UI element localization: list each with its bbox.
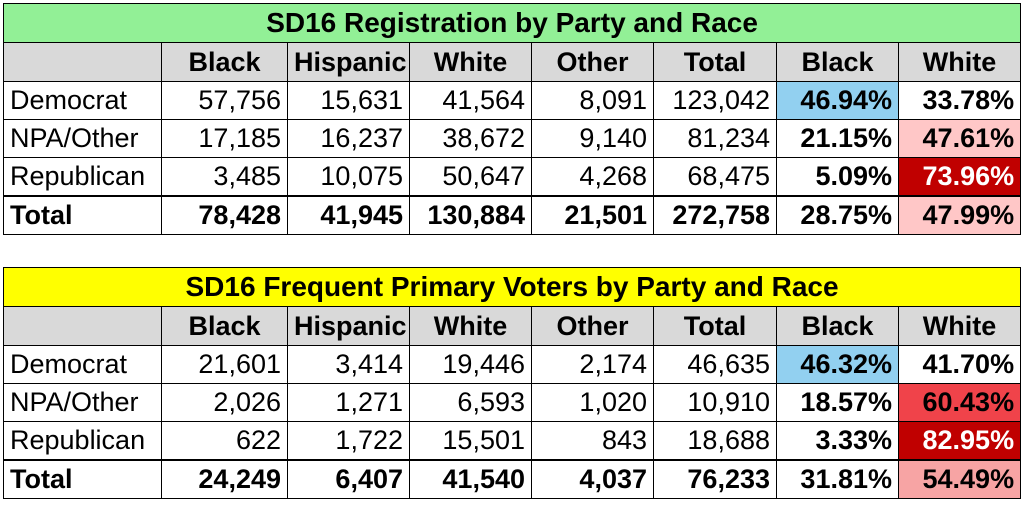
cell-black-pct: 46.32% xyxy=(776,345,899,384)
cell-total: 10,910 xyxy=(653,383,777,422)
row-label: Democrat xyxy=(3,345,162,384)
table-title-row: SD16 Registration by Party and Race xyxy=(2,3,1022,43)
cell-white: 50,647 xyxy=(409,157,532,197)
cell-white: 38,672 xyxy=(409,119,532,158)
cell-total: 123,042 xyxy=(653,81,777,120)
header-cell-total: Total xyxy=(653,306,777,346)
row-label: NPA/Other xyxy=(3,119,162,158)
row-label: Republican xyxy=(3,157,162,197)
cell-total: 68,475 xyxy=(653,157,777,197)
cell-white-pct: 47.61% xyxy=(897,119,1022,158)
cell-black: 3,485 xyxy=(161,157,288,197)
header-row: Black Hispanic White Other Total Black W… xyxy=(3,306,1022,346)
cell-other: 8,091 xyxy=(531,81,654,120)
header-row: Black Hispanic White Other Total Black W… xyxy=(3,42,1022,82)
cell-black-pct: 18.57% xyxy=(776,383,899,422)
header-cell-white-pct: White xyxy=(897,306,1022,346)
cell-hispanic: 16,237 xyxy=(287,119,410,158)
cell-white: 41,540 xyxy=(409,459,532,499)
header-cell-hispanic: Hispanic xyxy=(287,306,410,346)
cell-white-pct: 33.78% xyxy=(897,81,1022,120)
cell-other: 2,174 xyxy=(531,345,654,384)
row-label: Democrat xyxy=(3,81,162,120)
cell-total: 18,688 xyxy=(653,421,777,461)
cell-other: 4,268 xyxy=(531,157,654,197)
registration-table: SD16 Registration by Party and Race Blac… xyxy=(2,3,1022,235)
table-row: NPA/Other 2,026 1,271 6,593 1,020 10,910… xyxy=(3,383,1022,422)
header-cell-white-pct: White xyxy=(897,42,1022,82)
cell-white: 41,564 xyxy=(409,81,532,120)
cell-white-pct: 82.95% xyxy=(897,421,1022,461)
cell-black: 21,601 xyxy=(161,345,288,384)
cell-black-pct: 31.81% xyxy=(776,459,899,499)
cell-total: 76,233 xyxy=(653,459,777,499)
cell-black: 24,249 xyxy=(161,459,288,499)
row-label: Republican xyxy=(3,421,162,461)
cell-hispanic: 10,075 xyxy=(287,157,410,197)
table-title: SD16 Frequent Primary Voters by Party an… xyxy=(2,267,1022,307)
cell-other: 4,037 xyxy=(531,459,654,499)
cell-hispanic: 1,722 xyxy=(287,421,410,461)
header-cell-hispanic: Hispanic xyxy=(287,42,410,82)
cell-other: 1,020 xyxy=(531,383,654,422)
total-row: Total 24,249 6,407 41,540 4,037 76,233 3… xyxy=(3,459,1022,499)
table-title-row: SD16 Frequent Primary Voters by Party an… xyxy=(2,267,1022,307)
cell-black-pct: 21.15% xyxy=(776,119,899,158)
row-label: Total xyxy=(3,195,162,235)
cell-hispanic: 15,631 xyxy=(287,81,410,120)
cell-hispanic: 3,414 xyxy=(287,345,410,384)
header-cell-white: White xyxy=(409,42,532,82)
row-label: Total xyxy=(3,459,162,499)
frequent-primary-voters-table: SD16 Frequent Primary Voters by Party an… xyxy=(2,267,1022,499)
header-cell-white: White xyxy=(409,306,532,346)
cell-other: 843 xyxy=(531,421,654,461)
cell-black-pct: 46.94% xyxy=(776,81,899,120)
header-cell-other: Other xyxy=(531,42,654,82)
cell-white: 19,446 xyxy=(409,345,532,384)
header-cell-total: Total xyxy=(653,42,777,82)
cell-total: 81,234 xyxy=(653,119,777,158)
cell-black: 622 xyxy=(161,421,288,461)
cell-white-pct: 60.43% xyxy=(897,383,1022,422)
cell-hispanic: 1,271 xyxy=(287,383,410,422)
cell-black: 78,428 xyxy=(161,195,288,235)
cell-other: 21,501 xyxy=(531,195,654,235)
cell-white: 6,593 xyxy=(409,383,532,422)
cell-total: 46,635 xyxy=(653,345,777,384)
cell-white-pct: 54.49% xyxy=(897,459,1022,499)
header-cell-blank xyxy=(3,306,162,346)
table-row: NPA/Other 17,185 16,237 38,672 9,140 81,… xyxy=(3,119,1022,158)
cell-white: 15,501 xyxy=(409,421,532,461)
cell-black-pct: 28.75% xyxy=(776,195,899,235)
cell-white-pct: 41.70% xyxy=(897,345,1022,384)
cell-black-pct: 5.09% xyxy=(776,157,899,197)
cell-black: 57,756 xyxy=(161,81,288,120)
header-cell-black-pct: Black xyxy=(776,42,899,82)
cell-white-pct: 47.99% xyxy=(897,195,1022,235)
header-cell-blank xyxy=(3,42,162,82)
cell-other: 9,140 xyxy=(531,119,654,158)
cell-white-pct: 73.96% xyxy=(897,157,1022,197)
table-row: Republican 3,485 10,075 50,647 4,268 68,… xyxy=(3,157,1022,197)
table-title: SD16 Registration by Party and Race xyxy=(2,3,1022,43)
header-cell-black-pct: Black xyxy=(776,306,899,346)
cell-white: 130,884 xyxy=(409,195,532,235)
cell-black: 17,185 xyxy=(161,119,288,158)
header-cell-black: Black xyxy=(161,306,288,346)
cell-black: 2,026 xyxy=(161,383,288,422)
cell-hispanic: 6,407 xyxy=(287,459,410,499)
total-row: Total 78,428 41,945 130,884 21,501 272,7… xyxy=(3,195,1022,235)
table-row: Democrat 21,601 3,414 19,446 2,174 46,63… xyxy=(3,345,1022,384)
table-row: Republican 622 1,722 15,501 843 18,688 3… xyxy=(3,421,1022,461)
cell-hispanic: 41,945 xyxy=(287,195,410,235)
header-cell-other: Other xyxy=(531,306,654,346)
header-cell-black: Black xyxy=(161,42,288,82)
table-row: Democrat 57,756 15,631 41,564 8,091 123,… xyxy=(3,81,1022,120)
cell-black-pct: 3.33% xyxy=(776,421,899,461)
cell-total: 272,758 xyxy=(653,195,777,235)
row-label: NPA/Other xyxy=(3,383,162,422)
